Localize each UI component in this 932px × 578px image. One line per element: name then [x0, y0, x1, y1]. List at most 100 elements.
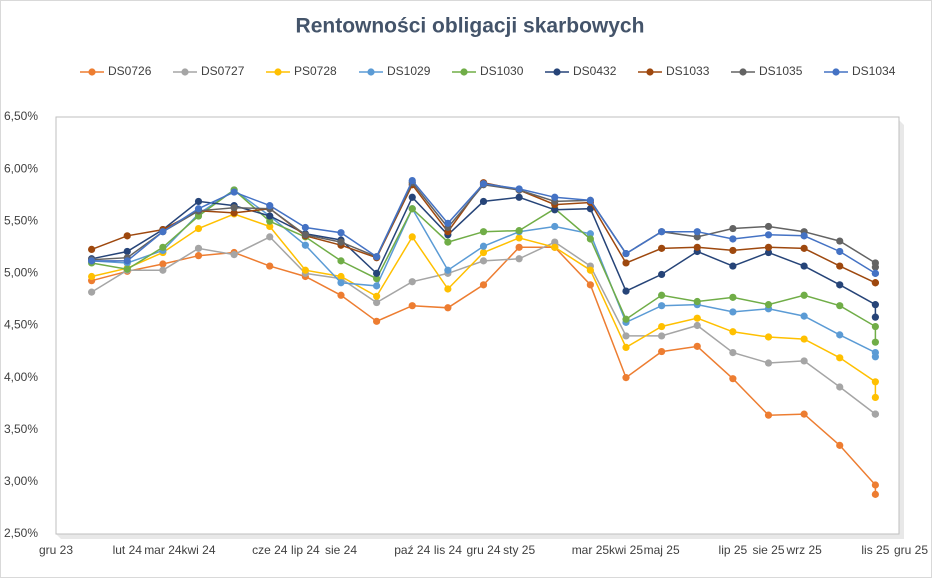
data-point — [123, 247, 131, 256]
data-point — [551, 243, 559, 251]
data-point — [622, 287, 630, 295]
data-point — [230, 204, 238, 212]
data-point — [622, 259, 630, 267]
data-point — [159, 260, 167, 268]
data-point — [658, 347, 666, 356]
data-point — [479, 257, 488, 265]
data-point — [836, 237, 844, 245]
series-line — [91, 195, 877, 318]
data-point — [800, 357, 808, 365]
data-point — [337, 257, 345, 265]
data-point — [337, 229, 345, 237]
legend-marker — [646, 68, 654, 76]
data-point — [871, 353, 879, 361]
data-point — [622, 249, 630, 258]
data-point — [729, 375, 737, 383]
data-point — [729, 246, 737, 255]
data-point — [729, 293, 737, 301]
data-point — [123, 265, 131, 273]
data-point — [586, 281, 594, 289]
data-point — [871, 279, 879, 287]
data-point — [586, 235, 594, 243]
legend-marker — [367, 68, 375, 76]
data-point — [729, 349, 737, 357]
data-point — [871, 490, 879, 498]
data-point — [836, 281, 844, 289]
data-point — [764, 359, 773, 367]
x-tick-label: paź 24 — [394, 543, 430, 557]
data-point — [159, 228, 167, 236]
data-point — [693, 297, 701, 306]
data-point — [479, 180, 488, 188]
legend-marker — [553, 68, 561, 76]
legend-label: DS1034 — [852, 64, 896, 78]
data-point — [373, 282, 381, 290]
legend-label: DS1030 — [480, 64, 524, 78]
data-point — [658, 291, 666, 299]
data-point — [266, 217, 274, 225]
plot-frame — [55, 116, 900, 535]
data-point — [194, 205, 203, 213]
series-line — [91, 213, 877, 398]
data-point — [764, 301, 773, 309]
data-point — [800, 262, 808, 270]
data-point — [515, 243, 523, 251]
data-point — [373, 298, 381, 307]
data-point — [515, 227, 523, 235]
data-point — [693, 243, 701, 251]
y-tick-label: 6,50% — [4, 109, 38, 123]
x-tick-label: cze 24 — [252, 543, 288, 557]
data-point — [871, 322, 879, 331]
data-point — [266, 202, 274, 210]
data-point — [479, 242, 488, 250]
data-point — [836, 354, 844, 362]
data-point — [764, 231, 773, 239]
data-point — [800, 291, 808, 299]
data-point — [658, 322, 666, 331]
y-tick-label: 2,50% — [4, 526, 38, 540]
data-point — [408, 193, 416, 201]
data-point — [800, 410, 808, 418]
data-point — [871, 378, 879, 386]
data-point — [836, 302, 844, 310]
legend-marker — [460, 68, 468, 76]
data-point — [444, 238, 452, 246]
x-tick-label: gru 24 — [466, 543, 500, 557]
data-point — [444, 285, 452, 293]
data-point — [871, 263, 879, 271]
data-point — [159, 243, 167, 251]
x-tick-label: gru 23 — [39, 543, 73, 557]
x-tick-label: wrz 25 — [785, 543, 822, 557]
data-point — [871, 269, 879, 277]
data-point — [479, 281, 488, 289]
data-point — [123, 257, 131, 265]
data-point — [408, 176, 416, 185]
legend-marker — [88, 68, 96, 76]
data-point — [836, 441, 844, 449]
y-tick-label: 3,50% — [4, 422, 38, 436]
x-tick-label: sty 25 — [503, 543, 535, 557]
data-point — [800, 335, 808, 343]
data-point — [444, 266, 452, 274]
data-point — [230, 251, 238, 259]
data-point — [266, 222, 274, 231]
x-tick-label: gru 25 — [894, 543, 928, 557]
data-point — [266, 233, 274, 241]
data-point — [871, 393, 879, 402]
data-point — [586, 266, 594, 274]
x-tick-label: sie 25 — [752, 543, 784, 557]
data-point — [337, 291, 345, 299]
data-point — [551, 222, 559, 231]
data-point — [800, 244, 808, 252]
legend-label: DS0432 — [573, 64, 617, 78]
data-point — [729, 235, 737, 243]
data-point — [515, 255, 523, 263]
data-point — [408, 233, 416, 241]
data-point — [800, 232, 808, 240]
data-point — [337, 272, 345, 281]
x-tick-label: lis 24 — [434, 543, 462, 557]
data-point — [194, 197, 203, 206]
data-point — [373, 274, 381, 283]
legend-label: DS0727 — [201, 64, 245, 78]
